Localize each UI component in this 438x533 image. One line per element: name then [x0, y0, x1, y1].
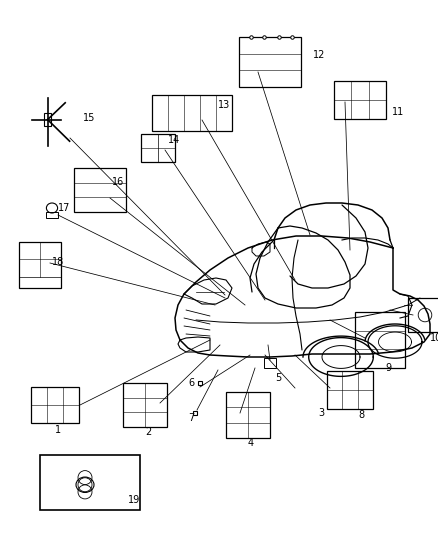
Text: 9: 9 — [385, 363, 391, 373]
Bar — [31, 387, 79, 423]
Bar — [334, 81, 386, 119]
Text: 1: 1 — [55, 425, 61, 435]
Text: 5: 5 — [275, 373, 281, 383]
Bar — [408, 298, 438, 332]
Bar — [152, 95, 232, 131]
Text: 14: 14 — [168, 135, 180, 145]
Bar — [74, 168, 126, 212]
Text: 2: 2 — [145, 427, 151, 437]
Text: 10: 10 — [430, 333, 438, 343]
Text: 19: 19 — [128, 495, 140, 505]
Text: 3: 3 — [318, 408, 324, 418]
Text: 13: 13 — [218, 100, 230, 110]
Text: 12: 12 — [313, 50, 325, 60]
Bar — [19, 242, 61, 288]
Text: 15: 15 — [83, 113, 95, 123]
Text: 6: 6 — [188, 378, 194, 388]
Bar — [226, 392, 270, 438]
Text: 17: 17 — [58, 203, 71, 213]
Bar — [44, 114, 51, 126]
Bar — [355, 312, 405, 368]
Text: 7: 7 — [188, 413, 194, 423]
Bar — [141, 134, 175, 162]
Bar — [264, 358, 276, 368]
Text: 8: 8 — [358, 410, 364, 420]
Bar — [123, 383, 167, 427]
Bar — [46, 212, 58, 218]
Text: 4: 4 — [248, 438, 254, 448]
Bar — [327, 371, 373, 409]
Text: 11: 11 — [392, 107, 404, 117]
Bar — [239, 37, 301, 87]
Bar — [40, 455, 140, 510]
Text: 16: 16 — [112, 177, 124, 187]
Text: 18: 18 — [52, 257, 64, 267]
